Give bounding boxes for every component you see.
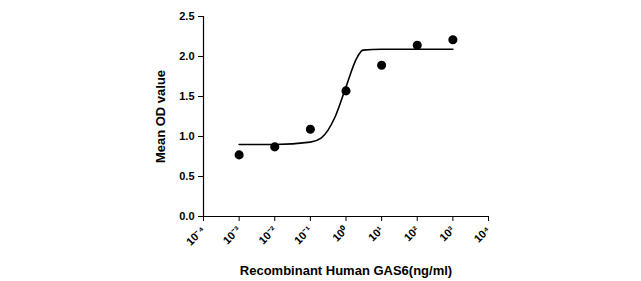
svg-text:10¹: 10¹ — [366, 224, 386, 244]
svg-text:10⁰: 10⁰ — [330, 224, 350, 244]
svg-text:10⁴: 10⁴ — [471, 224, 492, 245]
svg-text:0.5: 0.5 — [179, 170, 194, 182]
svg-text:0.0: 0.0 — [179, 210, 194, 222]
svg-text:1.0: 1.0 — [179, 130, 194, 142]
svg-text:10⁻³: 10⁻³ — [220, 224, 243, 247]
svg-text:2.0: 2.0 — [179, 50, 194, 62]
svg-text:10²: 10² — [401, 224, 421, 244]
svg-text:10⁻¹: 10⁻¹ — [292, 224, 315, 247]
svg-text:10³: 10³ — [437, 224, 457, 244]
svg-text:Recombinant Human GAS6(ng/ml): Recombinant Human GAS6(ng/ml) — [240, 263, 452, 278]
svg-text:Mean OD value: Mean OD value — [153, 70, 168, 163]
svg-text:2.5: 2.5 — [179, 10, 194, 22]
svg-text:10⁻⁴: 10⁻⁴ — [184, 224, 208, 248]
svg-text:1.5: 1.5 — [179, 90, 194, 102]
svg-text:10⁻²: 10⁻² — [256, 224, 279, 247]
